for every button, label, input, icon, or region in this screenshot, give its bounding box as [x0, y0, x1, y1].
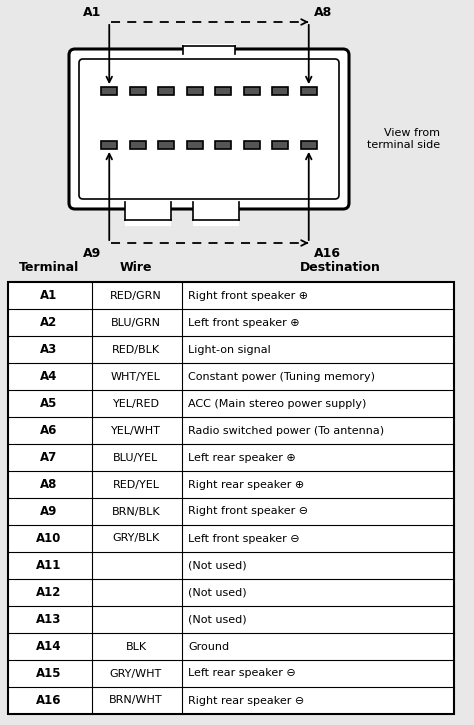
Text: Left rear speaker ⊖: Left rear speaker ⊖	[188, 668, 296, 679]
Text: A9: A9	[40, 505, 58, 518]
Text: A11: A11	[36, 559, 62, 572]
Text: BRN/WHT: BRN/WHT	[109, 695, 163, 705]
Bar	[8, 282, 454, 714]
Text: Left front speaker ⊖: Left front speaker ⊖	[188, 534, 300, 544]
Text: A15: A15	[36, 667, 62, 680]
Bar	[130, 87, 146, 95]
Text: RED/YEL: RED/YEL	[112, 479, 159, 489]
Text: ACC (Main stereo power supply): ACC (Main stereo power supply)	[188, 399, 366, 408]
Text: A14: A14	[36, 640, 62, 653]
Text: Right rear speaker ⊕: Right rear speaker ⊕	[188, 479, 304, 489]
Text: A8: A8	[314, 6, 332, 19]
Bar	[193, 202, 239, 226]
Text: Left rear speaker ⊕: Left rear speaker ⊕	[188, 452, 296, 463]
Text: Destination: Destination	[300, 261, 381, 274]
Text: A5: A5	[40, 397, 58, 410]
Text: A1: A1	[83, 6, 101, 19]
Text: A12: A12	[36, 586, 62, 599]
Text: Light-on signal: Light-on signal	[188, 344, 271, 355]
Text: (Not used): (Not used)	[188, 587, 246, 597]
Text: BLK: BLK	[126, 642, 146, 652]
Text: A4: A4	[40, 370, 58, 383]
Text: Wire: Wire	[120, 261, 152, 274]
Text: A8: A8	[40, 478, 58, 491]
Text: A16: A16	[36, 694, 62, 707]
Text: RED/GRN: RED/GRN	[110, 291, 162, 300]
Text: Ground: Ground	[188, 642, 229, 652]
Text: YEL/WHT: YEL/WHT	[111, 426, 161, 436]
Text: BLU/GRN: BLU/GRN	[111, 318, 161, 328]
Text: BLU/YEL: BLU/YEL	[113, 452, 159, 463]
Text: (Not used): (Not used)	[188, 615, 246, 624]
Text: Left front speaker ⊕: Left front speaker ⊕	[188, 318, 300, 328]
Bar	[272, 87, 288, 95]
FancyBboxPatch shape	[69, 49, 349, 209]
Bar	[244, 141, 260, 149]
Bar	[125, 202, 171, 226]
Bar	[215, 141, 231, 149]
Text: Radio switched power (To antenna): Radio switched power (To antenna)	[188, 426, 384, 436]
FancyBboxPatch shape	[79, 59, 339, 199]
Text: A9: A9	[83, 247, 101, 260]
Text: A6: A6	[40, 424, 58, 437]
Bar	[130, 141, 146, 149]
Bar	[101, 87, 117, 95]
Bar	[183, 44, 235, 56]
Text: Constant power (Tuning memory): Constant power (Tuning memory)	[188, 371, 375, 381]
Bar	[187, 87, 203, 95]
Bar	[158, 87, 174, 95]
Text: Right rear speaker ⊖: Right rear speaker ⊖	[188, 695, 304, 705]
Bar	[272, 141, 288, 149]
Bar	[158, 141, 174, 149]
Bar	[187, 141, 203, 149]
Text: A3: A3	[40, 343, 58, 356]
Text: A7: A7	[40, 451, 58, 464]
Text: RED/BLK: RED/BLK	[112, 344, 160, 355]
Text: A16: A16	[314, 247, 341, 260]
Text: A13: A13	[36, 613, 62, 626]
Text: BRN/BLK: BRN/BLK	[112, 507, 160, 516]
Text: (Not used): (Not used)	[188, 560, 246, 571]
Text: YEL/RED: YEL/RED	[112, 399, 159, 408]
Text: A2: A2	[40, 316, 58, 329]
Bar	[301, 87, 317, 95]
Text: View from
terminal side: View from terminal side	[367, 128, 440, 150]
Bar	[301, 141, 317, 149]
Text: WHT/YEL: WHT/YEL	[111, 371, 161, 381]
Text: GRY/BLK: GRY/BLK	[112, 534, 160, 544]
Text: Right front speaker ⊖: Right front speaker ⊖	[188, 507, 308, 516]
Bar	[215, 87, 231, 95]
Bar	[101, 141, 117, 149]
Text: A1: A1	[40, 289, 58, 302]
Bar	[244, 87, 260, 95]
Text: Right front speaker ⊕: Right front speaker ⊕	[188, 291, 308, 300]
Text: GRY/WHT: GRY/WHT	[110, 668, 162, 679]
Text: Terminal: Terminal	[19, 261, 79, 274]
Text: A10: A10	[36, 532, 62, 545]
